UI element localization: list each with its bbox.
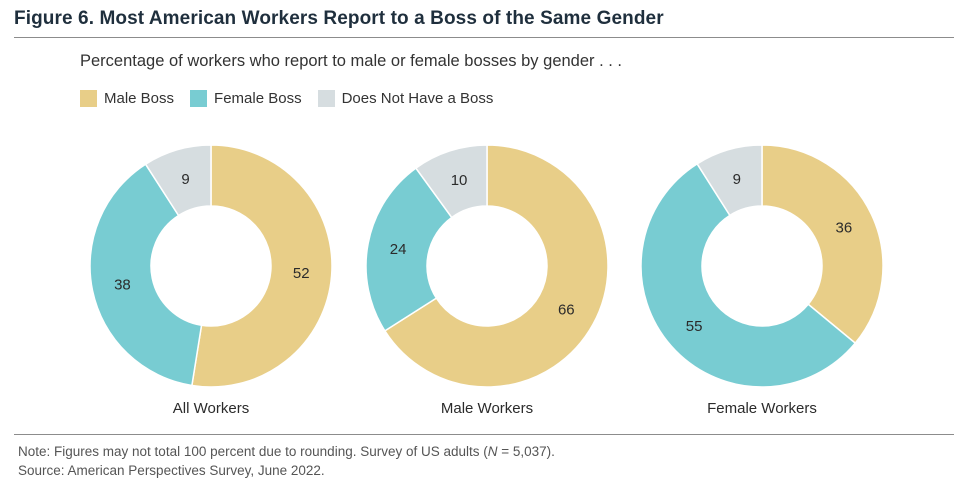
slice-no-boss-0 bbox=[144, 144, 212, 217]
bottom-divider bbox=[14, 434, 954, 435]
data-label-male-boss-2: 36 bbox=[836, 219, 853, 236]
slice-male-boss-0 bbox=[191, 144, 333, 388]
footnote: Note: Figures may not total 100 percent … bbox=[18, 442, 555, 480]
data-label-female-boss-1: 24 bbox=[390, 241, 407, 258]
legend: Male Boss Female Boss Does Not Have a Bo… bbox=[80, 90, 509, 107]
legend-label-female-boss: Female Boss bbox=[214, 90, 302, 107]
legend-swatch-no-boss bbox=[317, 90, 335, 107]
chart-label-1: Male Workers bbox=[441, 400, 533, 417]
legend-label-no-boss: Does Not Have a Boss bbox=[341, 90, 494, 107]
legend-item-female-boss: Female Boss bbox=[190, 90, 302, 107]
slice-male-boss-2 bbox=[761, 144, 884, 345]
data-label-male-boss-1: 66 bbox=[558, 302, 575, 319]
data-label-no-boss-2: 9 bbox=[733, 171, 741, 188]
slice-female-boss-0 bbox=[89, 163, 203, 387]
note-line: Note: Figures may not total 100 percent … bbox=[18, 444, 555, 459]
slice-female-boss-2 bbox=[640, 162, 857, 388]
slice-no-boss-1 bbox=[414, 144, 488, 219]
slice-female-boss-1 bbox=[365, 167, 453, 332]
legend-swatch-male-boss bbox=[80, 90, 97, 107]
chart-subtitle: Percentage of workers who report to male… bbox=[80, 52, 623, 70]
chart-label-0: All Workers bbox=[173, 400, 249, 417]
data-label-male-boss-0: 52 bbox=[293, 265, 310, 282]
data-label-female-boss-0: 38 bbox=[114, 277, 131, 294]
chart-title: Figure 6. Most American Workers Report t… bbox=[14, 8, 664, 29]
slice-male-boss-1 bbox=[383, 144, 609, 388]
data-label-no-boss-1: 10 bbox=[451, 172, 468, 189]
legend-item-no-boss: Does Not Have a Boss bbox=[317, 90, 494, 107]
legend-swatch-female-boss bbox=[190, 90, 208, 107]
chart-label-2: Female Workers bbox=[707, 400, 817, 417]
slice-no-boss-2 bbox=[696, 144, 763, 217]
top-divider bbox=[14, 37, 954, 38]
source-line: Source: American Perspectives Survey, Ju… bbox=[18, 463, 325, 478]
data-label-no-boss-0: 9 bbox=[181, 171, 189, 188]
legend-item-male-boss: Male Boss bbox=[80, 90, 174, 107]
legend-label-male-boss: Male Boss bbox=[104, 90, 175, 107]
data-label-female-boss-2: 55 bbox=[686, 318, 703, 335]
donut-charts: 52 38 9 All Workers 66 24 10 Male Workers 36 55 9 F… bbox=[89, 144, 884, 417]
